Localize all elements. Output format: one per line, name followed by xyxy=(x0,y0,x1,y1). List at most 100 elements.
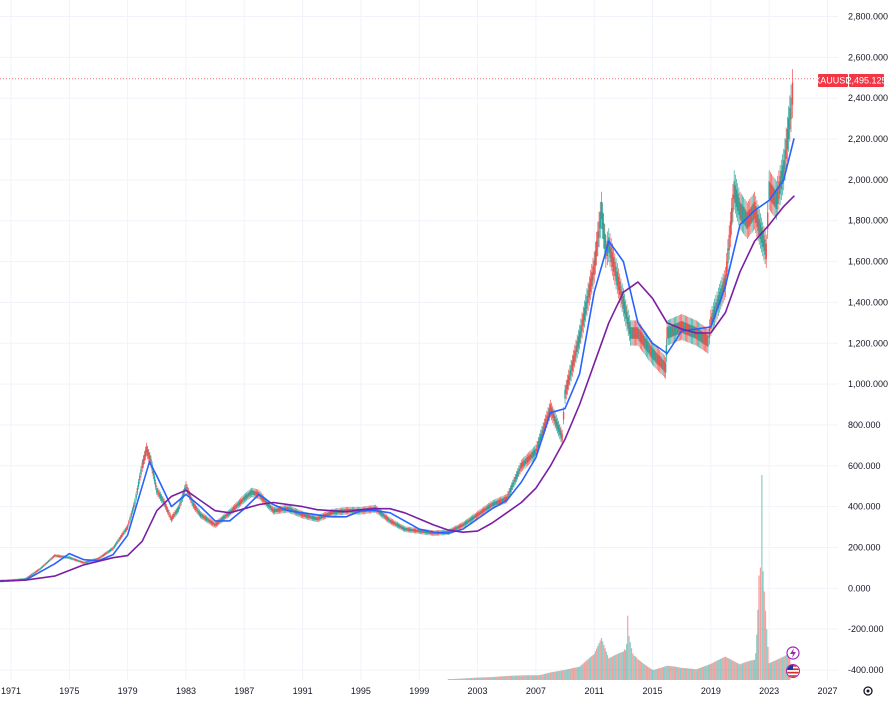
candle-body xyxy=(54,554,56,557)
candle-body xyxy=(96,558,98,560)
candle-body xyxy=(88,560,90,563)
volume-bar xyxy=(707,664,710,680)
candle-body xyxy=(395,522,397,526)
candle-body xyxy=(197,509,199,514)
candle-body xyxy=(35,570,38,573)
candle-body xyxy=(186,487,188,492)
candle-body xyxy=(85,561,88,563)
time-axis[interactable]: 1971 1975 1979 1983 1987 1991 1995 1999 2003 2007… xyxy=(1,686,838,696)
candle-body xyxy=(210,520,213,524)
candle-body xyxy=(679,321,682,334)
candle-body xyxy=(168,511,170,516)
candle-body xyxy=(592,266,594,281)
volume-bar xyxy=(762,571,764,680)
candle-body xyxy=(252,490,254,495)
candle-body xyxy=(763,235,765,251)
volume-bar xyxy=(485,677,487,680)
volume-bar xyxy=(470,677,473,680)
candle-body xyxy=(137,481,140,487)
volume-bar xyxy=(678,667,680,680)
candle-body xyxy=(658,356,661,367)
volume-bar xyxy=(728,658,730,680)
candle-body xyxy=(27,576,29,579)
candle-body xyxy=(226,513,228,517)
volume-bar xyxy=(605,651,607,680)
candle-body xyxy=(249,491,252,496)
volume-bar xyxy=(781,657,784,680)
candle-body xyxy=(267,503,270,508)
candle-body xyxy=(222,516,225,520)
candle-body xyxy=(225,514,227,518)
candle-body xyxy=(23,578,26,580)
volume-bar xyxy=(531,675,533,680)
candle-body xyxy=(567,375,570,385)
candle-body xyxy=(637,327,639,339)
y-tick-label: 0.000 xyxy=(848,583,871,593)
us-flag-icon[interactable] xyxy=(786,664,800,678)
candle-body xyxy=(662,360,664,371)
candle-body xyxy=(621,291,623,305)
candle-body xyxy=(629,327,632,339)
candle-body xyxy=(611,252,614,267)
candle-body xyxy=(701,331,703,343)
candle-body xyxy=(718,291,721,305)
volume-bar xyxy=(616,654,618,680)
candle-body xyxy=(741,205,744,223)
volume-bar xyxy=(778,658,780,680)
volume-bar xyxy=(559,670,561,680)
volume-bar xyxy=(682,667,684,680)
candle-body xyxy=(776,186,779,205)
candle-body xyxy=(676,323,678,335)
candle-body xyxy=(309,515,311,519)
candle-body xyxy=(419,530,422,533)
candle-body xyxy=(111,548,113,551)
candle-body xyxy=(389,519,391,523)
candle-body xyxy=(196,507,198,512)
candle-body xyxy=(429,531,431,534)
candle-body xyxy=(303,513,305,517)
volume-bar xyxy=(696,668,699,680)
candle-body xyxy=(124,529,126,532)
lightning-icon[interactable] xyxy=(786,646,800,660)
candle-body xyxy=(232,507,235,511)
volume-bar xyxy=(759,567,762,680)
candle-body xyxy=(391,520,394,524)
volume-bar xyxy=(673,666,675,680)
candle-body xyxy=(720,288,722,302)
volume-bar xyxy=(468,678,470,680)
candle-body xyxy=(734,185,737,204)
x-tick-label: 2019 xyxy=(701,686,721,696)
y-tick-label: -400.000 xyxy=(848,665,884,675)
candle-body xyxy=(513,479,515,485)
candle-body xyxy=(584,301,587,315)
candle-body xyxy=(632,327,634,339)
volume-bar xyxy=(638,660,640,680)
candle-body xyxy=(399,524,401,528)
y-tick-label: 200.000 xyxy=(848,542,881,552)
volume-bar xyxy=(689,668,691,680)
candle-body xyxy=(253,490,255,496)
volume-bar xyxy=(492,676,494,680)
candle-body xyxy=(785,139,787,160)
volume-bar xyxy=(613,655,615,680)
candle-body xyxy=(610,247,612,263)
volume-bar xyxy=(675,666,677,680)
candle-body xyxy=(577,336,580,348)
gear-icon[interactable] xyxy=(863,686,873,696)
candle-body xyxy=(583,307,586,321)
candle-body xyxy=(238,501,241,506)
volume-bar xyxy=(735,662,737,680)
volume-bar xyxy=(757,609,759,680)
price-axis[interactable]: 2,800.000 2,600.000 2,400.000 2,200.000 2,00… xyxy=(848,12,888,676)
candle-body xyxy=(653,349,655,361)
volume-bar xyxy=(510,675,513,680)
candle-body xyxy=(140,469,142,475)
volume-bar xyxy=(497,676,499,680)
candle-body xyxy=(188,493,191,498)
candle-body xyxy=(139,475,141,481)
volume-bar xyxy=(712,662,714,680)
candle-body xyxy=(564,389,566,399)
candle-body xyxy=(171,515,174,519)
